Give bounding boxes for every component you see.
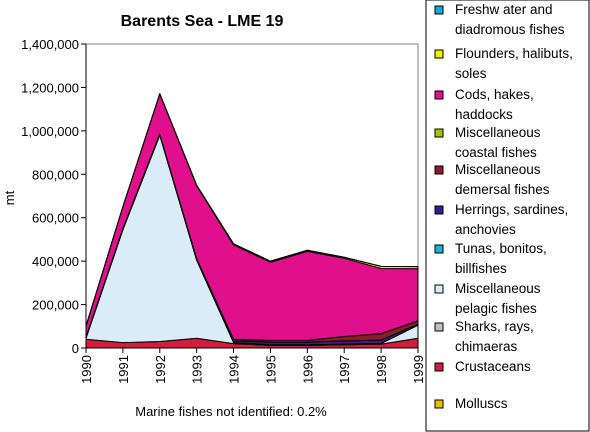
y-tick-label: 1,400,000	[21, 37, 79, 52]
legend-label: Miscellaneous	[455, 162, 541, 177]
legend-entry: Cods, hakes, haddocks	[434, 87, 534, 122]
y-axis-ticks: 0 200,000 400,000 600,000 800,000 1,000,000 1,…	[21, 37, 87, 356]
legend-swatch	[434, 362, 444, 372]
legend-swatch	[434, 49, 444, 59]
legend-entry: Crustaceans	[434, 359, 531, 374]
x-tick-label: 1995	[263, 355, 278, 384]
legend-frame	[425, 0, 590, 432]
x-tick-label: 1996	[300, 355, 315, 384]
x-tick-label: 1999	[411, 355, 426, 384]
x-tick-label: 1997	[337, 355, 352, 384]
legend-label: Flounders, halibuts,	[455, 46, 573, 61]
y-axis-label: mt	[2, 190, 17, 205]
legend-label: coastal fishes	[455, 145, 537, 160]
y-tick-label: 800,000	[32, 167, 79, 182]
x-tick-label: 1991	[116, 355, 131, 384]
y-tick-label: 1,000,000	[21, 124, 79, 139]
legend-label: Cods, hakes,	[455, 87, 534, 102]
x-tick-label: 1993	[190, 355, 205, 384]
legend-swatch	[434, 165, 444, 175]
legend-label: diadromous fishes	[455, 22, 565, 37]
legend-label: Miscellaneous	[455, 125, 541, 140]
legend-label: chimaeras	[455, 339, 518, 354]
legend-label: Tunas, bonitos,	[455, 241, 547, 256]
legend-swatch	[434, 322, 444, 332]
legend-entry: Molluscs	[434, 396, 508, 411]
legend-entry: Miscellaneous demersal fishes	[434, 162, 550, 197]
legend-swatch	[434, 90, 444, 100]
footnote: Marine fishes not identified: 0.2%	[135, 404, 327, 419]
legend: Freshw ater and diadromous fishes Flounder…	[425, 0, 590, 432]
legend-label: pelagic fishes	[455, 301, 537, 316]
legend-swatch	[434, 128, 444, 138]
chart-title: Barents Sea - LME 19	[121, 13, 284, 30]
x-tick-label: 1994	[227, 355, 242, 384]
x-tick-label: 1998	[374, 355, 389, 384]
legend-swatch	[434, 284, 444, 294]
plot-area	[85, 43, 419, 349]
legend-label: haddocks	[455, 107, 513, 122]
area-freshwater-and-diadromous-fishes	[85, 93, 419, 327]
legend-label: Miscellaneous	[455, 281, 541, 296]
x-axis-ticks: 1990 1991 1992 1993 1994 1995 1996 1997 1998 1999	[79, 347, 426, 384]
legend-swatch	[434, 244, 444, 254]
legend-swatch	[434, 5, 444, 15]
legend-label: Crustaceans	[455, 359, 531, 374]
legend-label: Freshw ater and	[455, 2, 553, 17]
legend-label: soles	[455, 66, 487, 81]
legend-label: Sharks, rays,	[455, 319, 534, 334]
legend-label: anchovies	[455, 222, 516, 237]
legend-entry: Miscellaneous coastal fishes	[434, 125, 541, 160]
legend-label: Molluscs	[455, 396, 508, 411]
legend-swatch	[434, 205, 444, 215]
legend-swatch	[434, 399, 444, 409]
y-tick-label: 0	[72, 341, 79, 356]
legend-label: demersal fishes	[455, 182, 550, 197]
x-tick-label: 1992	[153, 355, 168, 384]
y-tick-label: 1,200,000	[21, 80, 79, 95]
legend-label: billfishes	[455, 261, 507, 276]
legend-entry: Freshw ater and diadromous fishes	[434, 2, 565, 37]
legend-entry: Miscellaneous pelagic fishes	[434, 281, 541, 316]
y-tick-label: 600,000	[32, 211, 79, 226]
legend-entry: Tunas, bonitos, billfishes	[434, 241, 547, 276]
legend-entry: Sharks, rays, chimaeras	[434, 319, 534, 354]
legend-entry: Flounders, halibuts, soles	[434, 46, 573, 81]
legend-label: Herrings, sardines,	[455, 202, 568, 217]
x-tick-label: 1990	[79, 355, 94, 384]
legend-entry: Herrings, sardines, anchovies	[434, 202, 568, 237]
y-tick-label: 200,000	[32, 298, 79, 313]
y-tick-label: 400,000	[32, 254, 79, 269]
